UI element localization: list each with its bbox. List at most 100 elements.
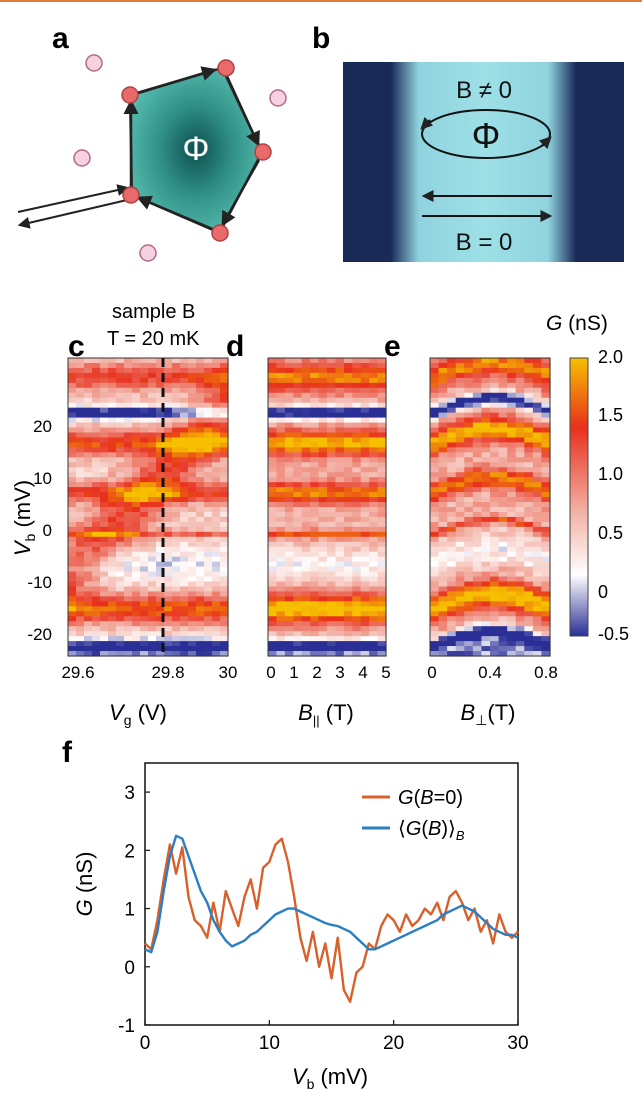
heatmap-cell [481,626,491,632]
heatmap-cell [541,467,551,473]
heatmap-cell [204,447,213,453]
heatmap-cell [438,591,448,597]
heatmap-cell [76,482,85,488]
heatmap-cell [343,611,353,617]
heatmap-cell [464,641,474,647]
heatmap-cell [352,626,362,632]
heatmap-cell [301,427,311,434]
heatmap-cell [455,556,465,563]
heatmap-cell [100,422,109,429]
heatmap-cell [156,362,165,369]
heatmap-cell [472,437,483,444]
heatmap-cell [490,606,500,612]
y-tick-label: 3 [124,783,135,804]
heatmap-cell [293,616,303,622]
heatmap-cell [369,387,379,394]
heatmap-cell [100,551,109,558]
heatmap-cell [268,641,278,647]
heatmap-cell [369,621,379,627]
heatmap-cell [68,626,77,632]
heatmap-cell [447,636,457,642]
heatmap-cell [524,407,534,414]
heatmap-cell [293,412,303,419]
heatmap-cell [524,417,534,424]
heatmap-cell [369,591,379,597]
heatmap-cell [180,636,189,642]
heatmap-cell [524,452,534,458]
heatmap-cell [464,472,474,478]
heatmap-cell [352,507,362,513]
ytick-label: 10 [33,469,52,488]
heatmap-cell [284,412,294,419]
heatmap-cell [481,631,491,637]
heatmap-cell [430,551,440,558]
heatmap-cell [92,452,101,458]
heatmap-cell [524,362,534,369]
heatmap-cell [196,472,205,478]
heatmap-cell [180,502,189,508]
heatmap-cell [132,606,141,612]
heatmap-cell [116,636,125,642]
heatmap-cell [301,576,311,583]
heatmap-cell [188,566,197,573]
heatmap-cell [507,392,517,399]
heatmap-cell [532,531,543,538]
heatmap-cell [156,611,165,617]
heatmap-cell [116,457,125,463]
heatmap-cell [369,477,379,483]
ytick-label: -10 [27,573,52,592]
heatmap-cell [116,417,125,424]
heatmap-cell [490,372,500,379]
heatmap-cell [116,576,125,583]
heatmap-cell [204,492,213,498]
heatmap-cell [140,372,149,379]
heatmap-cell [343,591,353,597]
heatmap-cell [318,571,328,578]
heatmap-cell [524,387,534,394]
heatmap-cell [327,591,337,597]
heatmap-cell [464,457,474,463]
heatmap-cell [498,636,508,642]
scatterer [211,224,229,242]
heatmap-cell [498,457,508,463]
heatmap-cell [360,427,370,434]
heatmap-cell [276,452,286,458]
heatmap-cell [212,571,221,578]
heatmap-cell [156,511,165,518]
heatmap-cell [172,487,181,493]
heatmap-cell [124,566,133,573]
heatmap-cell [343,551,353,558]
heatmap-cell [490,487,500,493]
heatmap-cell [124,467,133,473]
heatmap-cell [515,596,525,602]
heatmap-cell [541,586,551,593]
heatmap-cell [310,651,320,657]
heatmap-cell [498,362,508,369]
heatmap-cell [92,651,101,657]
heatmap-cell [276,427,286,434]
heatmap-cell [92,372,101,379]
heatmap-cell [268,367,278,374]
heatmap-cell [447,561,457,568]
heatmap-cell [284,457,294,463]
heatmap-cell [498,601,508,607]
heatmap-cell [284,516,294,523]
heatmap-cell [68,497,77,503]
heatmap-cell [196,487,205,493]
heatmap-cell [204,636,213,642]
heatmap-cell [204,541,213,548]
heatmap-cell [532,507,543,513]
heatmap-cell [498,561,508,568]
heatmap-cell [515,561,525,568]
heatmap-cell [68,372,77,379]
heatmap-cell [132,641,141,647]
heatmap-cell [92,571,101,578]
heatmap-cell [524,531,534,538]
heatmap-cell [148,571,157,578]
heatmap-cell [180,601,189,607]
heatmap-cell [455,502,465,508]
heatmap-cell [377,462,387,468]
heatmap-cell [148,437,157,444]
heatmap-cell [464,556,474,563]
heatmap-cell [335,387,345,394]
